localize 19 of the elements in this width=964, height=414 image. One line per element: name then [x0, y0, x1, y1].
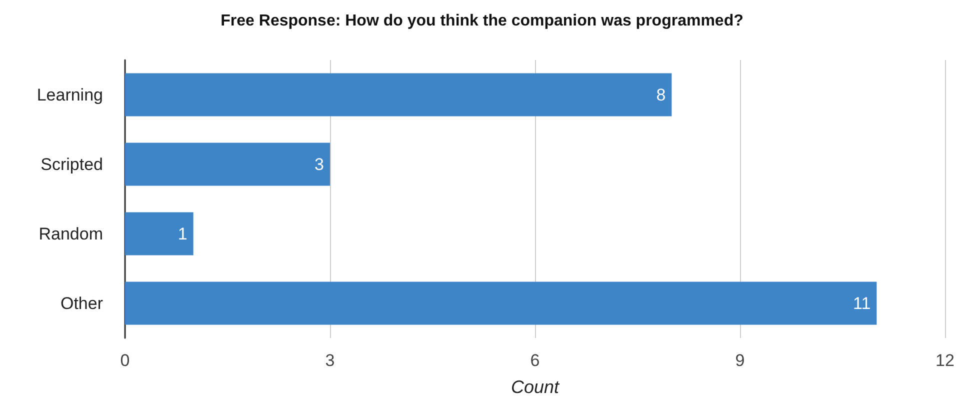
- bar: [125, 212, 194, 256]
- y-tick-label: Scripted: [40, 154, 103, 174]
- x-tick-label: 12: [936, 351, 954, 370]
- x-tick-label: 6: [530, 351, 540, 370]
- x-axis-title: Count: [510, 377, 560, 397]
- x-tick-label: 0: [120, 351, 130, 370]
- y-tick-label: Learning: [36, 85, 103, 104]
- y-tick-label: Random: [38, 224, 103, 244]
- chart-title: Free Response: How do you think the companion was programmed?: [220, 12, 744, 30]
- y-tick-label: Other: [60, 294, 104, 313]
- data-label: 8: [656, 85, 666, 104]
- data-label: 1: [178, 224, 188, 244]
- bar: [125, 73, 672, 116]
- x-tick-label: 9: [735, 351, 745, 370]
- data-label: 11: [853, 294, 871, 313]
- bar: [125, 142, 330, 186]
- x-tick-label: 3: [325, 351, 335, 370]
- bar: [125, 282, 877, 325]
- data-label: 3: [314, 154, 324, 174]
